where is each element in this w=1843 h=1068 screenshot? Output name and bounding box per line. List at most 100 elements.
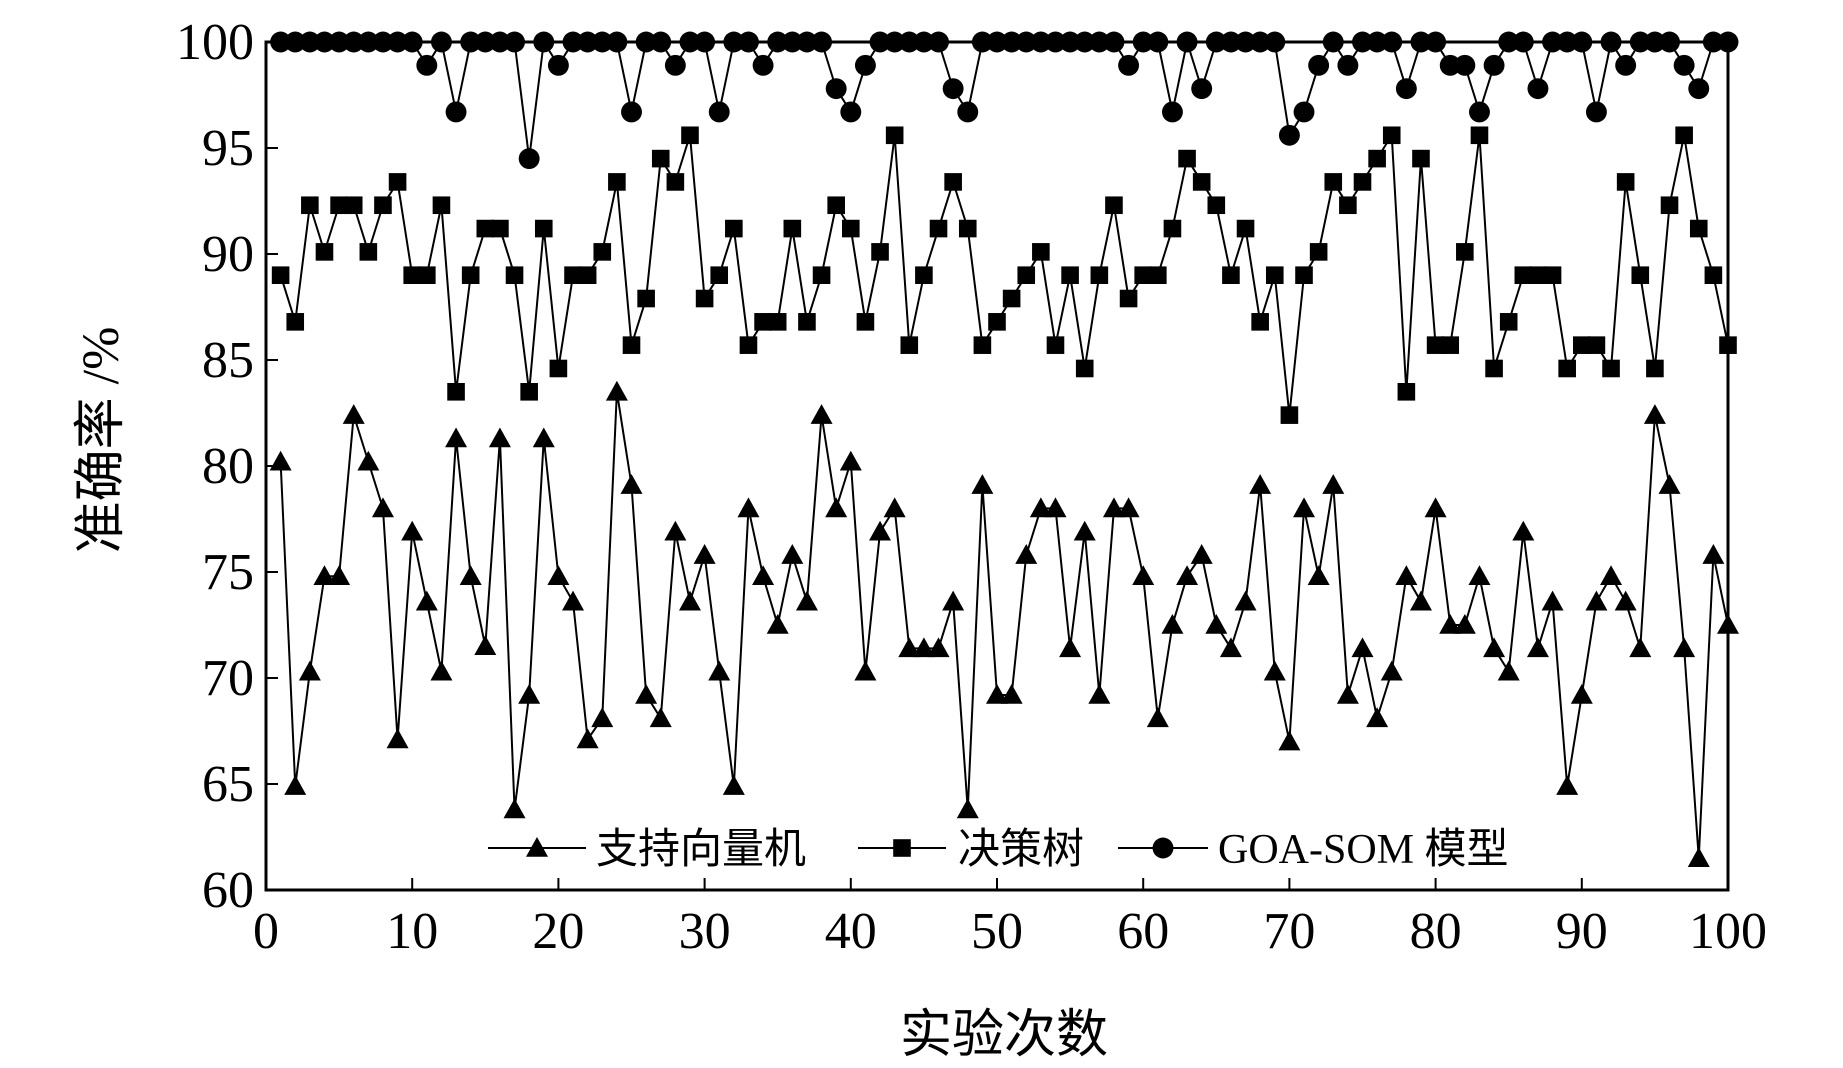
data-point-square [1689, 219, 1708, 238]
data-point-triangle [1190, 544, 1213, 564]
data-point-square [739, 336, 758, 354]
data-point-square [1382, 126, 1401, 145]
data-point-square [1280, 406, 1299, 424]
data-point-circle [1161, 101, 1183, 123]
data-point-triangle [1658, 474, 1681, 494]
data-point-circle [416, 54, 438, 76]
data-point-square [1660, 196, 1679, 215]
data-point-triangle [1468, 565, 1491, 586]
x-tick-label: 30 [679, 903, 731, 960]
series-line [279, 391, 1729, 859]
data-point-circle [1074, 31, 1096, 53]
data-point-triangle [1673, 637, 1696, 658]
y-tick-label: 60 [202, 862, 254, 919]
data-point-triangle [591, 707, 614, 728]
data-point-square [666, 173, 685, 191]
data-point-square [1675, 126, 1693, 145]
data-point-square [973, 336, 992, 354]
data-point-triangle [1029, 497, 1052, 518]
data-point-triangle [839, 450, 862, 471]
data-point-square [637, 289, 655, 308]
data-point-triangle [445, 427, 468, 448]
data-point-circle [533, 31, 555, 53]
data-point-circle [1249, 31, 1271, 53]
data-point-triangle [576, 728, 599, 749]
data-point-square [447, 383, 465, 401]
data-point-circle [1045, 31, 1066, 53]
data-point-square [1339, 196, 1357, 215]
data-point-square [1119, 289, 1138, 308]
data-point-triangle [1483, 637, 1506, 658]
data-point-circle [1600, 31, 1622, 53]
data-point-square [783, 219, 802, 238]
data-point-square [929, 219, 948, 238]
data-point-circle [1629, 31, 1651, 53]
data-point-triangle [1614, 590, 1637, 611]
data-point-circle [328, 31, 350, 53]
data-point-square [1061, 266, 1079, 284]
data-point-circle [913, 31, 935, 53]
data-point-triangle [1395, 565, 1418, 586]
data-point-triangle [284, 775, 307, 795]
legend-label: 支持向量机 [596, 827, 806, 873]
data-point-circle [708, 101, 730, 123]
data-point-circle [811, 31, 833, 53]
data-point-circle [1308, 54, 1330, 76]
data-point-circle [357, 31, 379, 53]
x-tick-label: 100 [1689, 903, 1767, 960]
data-point-circle [606, 31, 628, 53]
data-point-circle [299, 31, 321, 53]
data-point-square [1485, 359, 1503, 378]
data-point-circle [1337, 54, 1359, 76]
data-point-triangle [956, 798, 979, 819]
data-point-circle [1644, 31, 1666, 53]
data-point-circle [825, 78, 847, 100]
series-3 [270, 31, 1739, 170]
data-point-circle [898, 31, 920, 53]
data-point-square [1192, 173, 1211, 191]
data-point-triangle [1263, 660, 1286, 681]
data-point-triangle [1205, 614, 1228, 634]
data-point-square [1368, 149, 1386, 168]
data-point-circle [562, 31, 584, 53]
data-point-circle [460, 31, 482, 53]
data-point-square [695, 289, 714, 308]
data-point-triangle [1526, 637, 1549, 658]
data-point-circle [1615, 54, 1637, 76]
data-point-circle [372, 31, 394, 53]
data-point-square [622, 336, 641, 354]
data-point-square [812, 266, 831, 284]
data-point-square [1295, 266, 1313, 284]
y-tick-label: 80 [202, 438, 254, 495]
data-point-square [856, 313, 875, 331]
data-point-circle [986, 31, 1008, 53]
data-point-square [578, 266, 597, 284]
data-point-square [1412, 149, 1430, 168]
data-point-circle [1483, 54, 1505, 76]
data-point-triangle [269, 450, 292, 471]
data-point-triangle [1015, 544, 1038, 564]
data-point-triangle [693, 544, 716, 564]
data-point-square [725, 219, 743, 238]
data-point-circle [577, 31, 599, 53]
data-point-circle [445, 101, 467, 123]
data-point-triangle [1541, 590, 1564, 611]
data-point-circle [401, 31, 423, 53]
data-point-triangle [430, 660, 453, 681]
data-point-triangle [1702, 544, 1725, 564]
x-axis-title: 实验次数 [900, 1007, 1108, 1063]
data-point-circle [796, 31, 818, 53]
data-point-circle [650, 31, 672, 53]
data-point-triangle [1219, 637, 1242, 658]
data-point-square [1646, 359, 1664, 378]
data-point-circle [1702, 31, 1724, 53]
data-point-circle [489, 31, 511, 53]
data-point-circle [752, 54, 774, 76]
data-point-circle [1425, 31, 1447, 53]
data-point-circle [1585, 101, 1607, 123]
data-point-triangle [562, 590, 585, 611]
data-point-square [1470, 126, 1489, 145]
data-point-triangle [854, 660, 877, 681]
data-point-triangle [1073, 520, 1096, 541]
data-point-circle [1015, 31, 1037, 53]
